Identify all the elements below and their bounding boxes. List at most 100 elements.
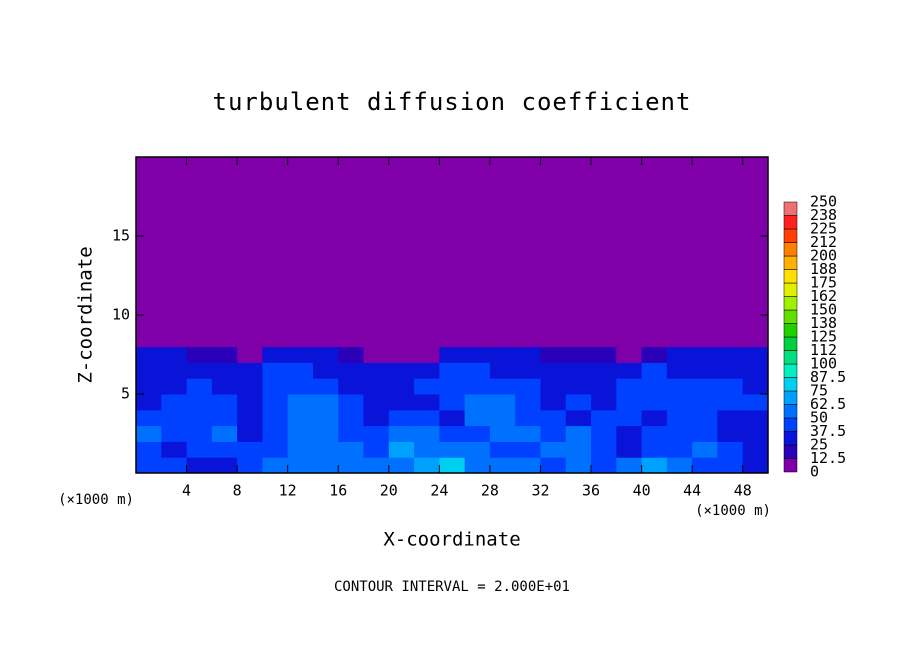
heat-cell — [489, 157, 516, 348]
heat-cell — [237, 394, 263, 411]
heat-cell — [717, 457, 744, 474]
heat-cell — [692, 394, 718, 411]
y-tick-label: 5 — [121, 385, 130, 403]
colorbar-swatch — [783, 458, 798, 473]
heat-cell — [312, 378, 339, 395]
heat-cell — [565, 441, 592, 458]
heat-cell — [464, 457, 491, 474]
heat-cell — [591, 157, 617, 348]
colorbar-swatch — [783, 215, 798, 230]
heat-cell — [666, 157, 693, 348]
heat-cell — [464, 425, 491, 442]
y-axis-label: Z-coordinate — [75, 246, 97, 383]
heat-cell — [439, 425, 466, 442]
heat-cell — [641, 394, 668, 411]
heat-cell — [287, 394, 314, 411]
colorbar-swatch — [783, 228, 798, 243]
heat-cell — [489, 425, 516, 442]
heat-cell — [338, 441, 365, 458]
heat-cell — [312, 157, 339, 348]
x-tick-label: 12 — [279, 482, 297, 500]
heat-cell — [565, 457, 592, 474]
colorbar-label: 225 — [810, 220, 837, 238]
heat-cell — [641, 457, 668, 474]
colorbar-label: 125 — [810, 328, 837, 346]
colorbar-swatch — [783, 336, 798, 351]
heat-cell — [237, 378, 263, 395]
heat-cell — [540, 157, 567, 348]
heat-cell — [161, 409, 188, 427]
heat-cell — [666, 362, 693, 379]
heat-cell — [312, 362, 339, 379]
heat-cell — [186, 457, 213, 474]
heat-cell — [388, 425, 415, 442]
heat-cell — [388, 157, 415, 348]
heat-cell — [136, 441, 162, 458]
heat-cell — [742, 425, 769, 442]
heat-cell — [515, 457, 541, 474]
heat-cell — [363, 441, 390, 458]
heat-cell — [211, 346, 238, 363]
heat-cell — [489, 378, 516, 395]
heat-cell — [237, 425, 263, 442]
heat-cell — [692, 441, 718, 458]
colorbar-label: 200 — [810, 247, 837, 265]
heat-cell — [616, 346, 643, 363]
heat-cell — [565, 425, 592, 442]
heat-cell — [515, 394, 541, 411]
heat-cell — [540, 409, 567, 427]
heat-cell — [211, 378, 238, 395]
heat-cell — [515, 425, 541, 442]
heat-cell — [262, 457, 289, 474]
colorbar-label: 0 — [810, 463, 819, 481]
heat-cell — [262, 409, 289, 427]
x-tick-label: 24 — [430, 482, 448, 500]
heat-cell — [136, 457, 162, 474]
heat-cell — [692, 362, 718, 379]
heat-cell — [616, 157, 643, 348]
heat-cell — [616, 394, 643, 411]
heat-cell — [591, 378, 617, 395]
heat-cell — [388, 346, 415, 363]
heat-cell — [540, 346, 567, 363]
heat-cell — [540, 378, 567, 395]
heat-cell — [439, 157, 466, 348]
heat-cell — [742, 346, 769, 363]
heat-cell — [161, 378, 188, 395]
heat-cell — [136, 394, 162, 411]
heat-cell — [464, 346, 491, 363]
heat-cell — [388, 441, 415, 458]
heat-cell — [692, 157, 718, 348]
heat-cell — [692, 378, 718, 395]
heat-cell — [489, 441, 516, 458]
heat-cell — [515, 362, 541, 379]
colorbar-swatch — [783, 390, 798, 405]
heat-cell — [591, 409, 617, 427]
heat-cell — [136, 378, 162, 395]
x-tick-label: 48 — [734, 482, 752, 500]
heat-cell — [262, 425, 289, 442]
heat-cell — [414, 362, 440, 379]
heat-cell — [136, 346, 162, 363]
x-tick-label: 40 — [633, 482, 651, 500]
heat-cell — [616, 425, 643, 442]
heat-cell — [262, 346, 289, 363]
heat-cell — [186, 157, 213, 348]
heat-cell — [439, 457, 466, 474]
heat-cell — [338, 346, 365, 363]
heat-cell — [540, 457, 567, 474]
heat-cell — [414, 157, 440, 348]
heat-cell — [692, 409, 718, 427]
colorbar-label: 162 — [810, 287, 837, 305]
heat-cell — [312, 457, 339, 474]
heat-cell — [565, 394, 592, 411]
heat-cell — [237, 457, 263, 474]
heat-cell — [565, 362, 592, 379]
heat-cell — [186, 378, 213, 395]
heat-cell — [414, 346, 440, 363]
heat-cell — [262, 362, 289, 379]
heat-cell — [616, 362, 643, 379]
heat-cell — [439, 441, 466, 458]
heat-cell — [161, 441, 188, 458]
